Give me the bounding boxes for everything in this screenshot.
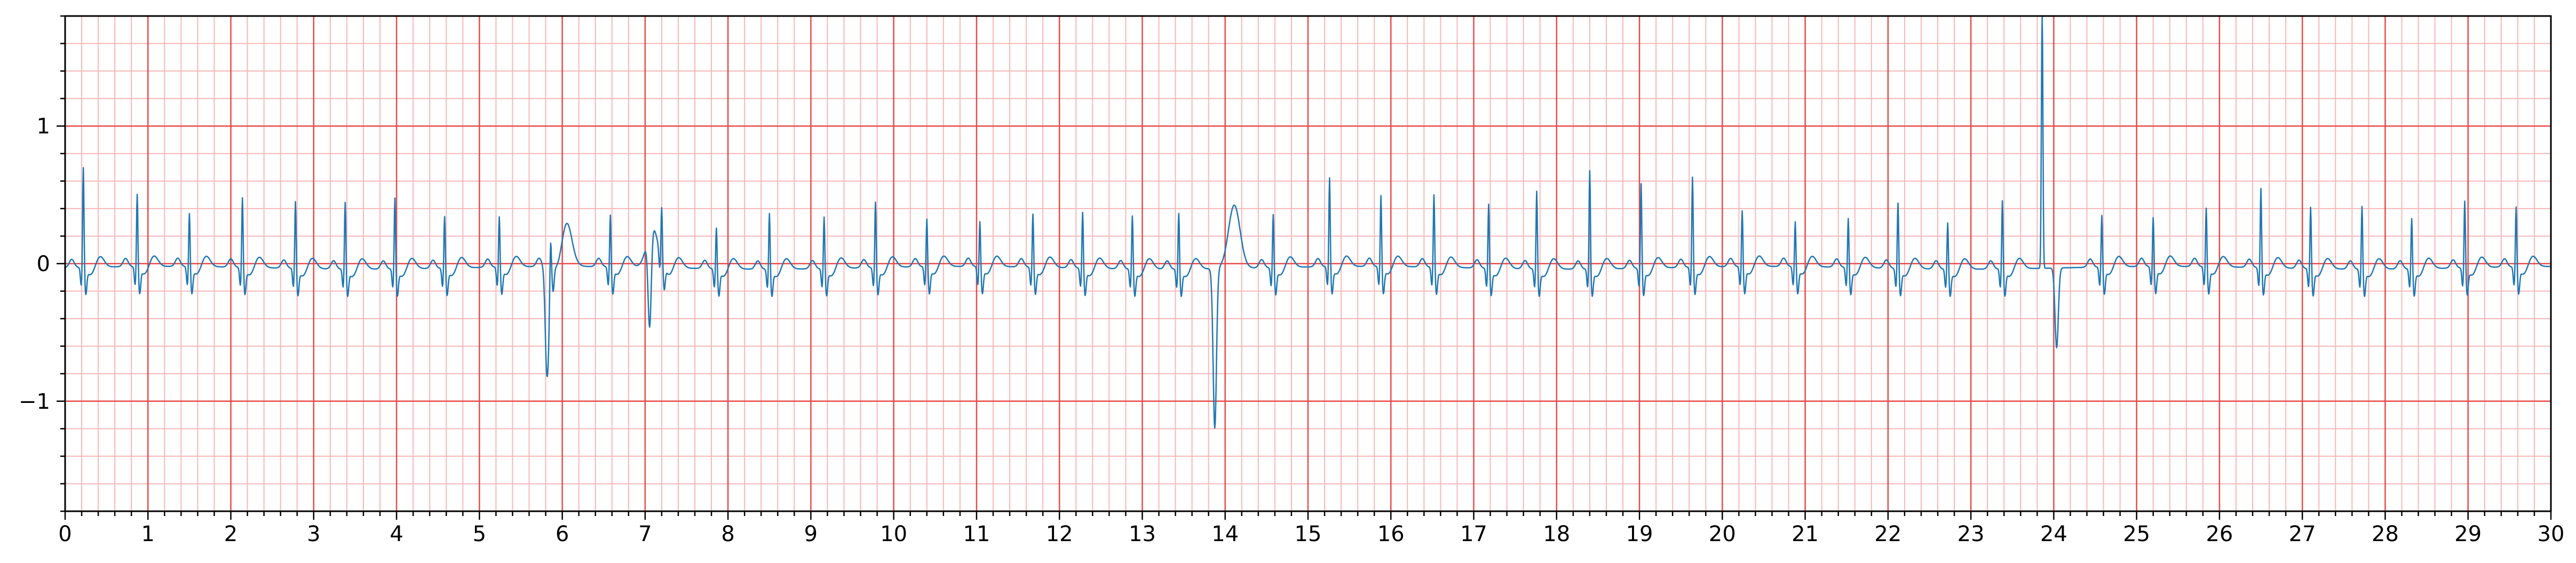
signal-layer <box>65 15 2551 429</box>
x-tick-label: 3 <box>307 522 320 546</box>
x-tick-label: 11 <box>963 522 990 546</box>
x-tick-label: 0 <box>58 522 72 546</box>
x-tick-label: 27 <box>2289 522 2316 546</box>
x-tick-label: 22 <box>1874 522 1901 546</box>
x-tick-label: 18 <box>1543 522 1570 546</box>
x-tick-label: 20 <box>1709 522 1736 546</box>
x-tick-label: 10 <box>880 522 907 546</box>
y-tick-label: 0 <box>37 252 50 276</box>
x-tick-label: 13 <box>1129 522 1156 546</box>
x-tick-label: 14 <box>1211 522 1239 546</box>
x-tick-label: 28 <box>2372 522 2399 546</box>
x-tick-label: 16 <box>1377 522 1405 546</box>
x-tick-label: 29 <box>2454 522 2482 546</box>
x-tick-label: 8 <box>721 522 734 546</box>
y-tick-label: 1 <box>37 114 50 139</box>
x-tick-label: 6 <box>556 522 569 546</box>
x-tick-label: 19 <box>1626 522 1653 546</box>
x-tick-label: 9 <box>804 522 818 546</box>
x-tick-label: 2 <box>224 522 237 546</box>
x-tick-label: 1 <box>141 522 155 546</box>
axis-ticks <box>57 15 2552 520</box>
major-grid <box>64 16 2552 511</box>
x-tick-label: 26 <box>2206 522 2233 546</box>
x-tick-label: 4 <box>390 522 403 546</box>
ecg-signal-line <box>65 15 2551 429</box>
x-tick-label: 12 <box>1046 522 1073 546</box>
y-tick-label: −1 <box>19 390 50 414</box>
x-tick-label: 24 <box>2040 522 2067 546</box>
y-axis-tick-labels: −1 0 1 <box>19 114 50 414</box>
x-tick-label: 17 <box>1460 522 1487 546</box>
x-tick-label: 5 <box>473 522 486 546</box>
x-tick-label: 30 <box>2538 522 2565 546</box>
x-tick-label: 25 <box>2123 522 2150 546</box>
x-tick-label: 21 <box>1792 522 1819 546</box>
x-tick-label: 7 <box>638 522 652 546</box>
x-tick-label: 15 <box>1295 522 1322 546</box>
x-axis-tick-labels: 0 1 2 3 4 5 6 7 8 9 10 11 12 13 14 15 16 17 18 19 20 21 22 23 24… <box>58 522 2564 546</box>
x-tick-label: 23 <box>1957 522 1985 546</box>
